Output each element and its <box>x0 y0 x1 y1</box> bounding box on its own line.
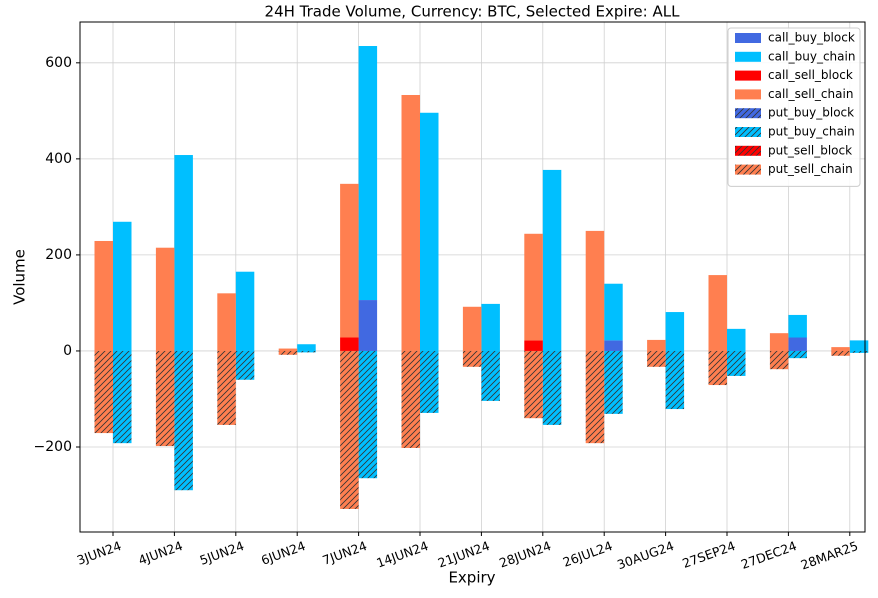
bar <box>155 247 175 351</box>
x-tick-label: 3JUN24 <box>75 538 123 568</box>
x-axis-label: Expiry <box>448 569 495 587</box>
bar <box>769 350 789 370</box>
bar <box>604 340 623 351</box>
bar <box>420 112 439 351</box>
x-tick-label: 14JUN24 <box>374 538 430 571</box>
bar <box>297 350 316 353</box>
x-tick-label: 30AUG24 <box>615 538 676 572</box>
bar <box>647 350 666 367</box>
plot-frame <box>79 21 866 533</box>
bar <box>340 337 359 351</box>
bar <box>94 240 113 351</box>
bar <box>708 275 727 351</box>
y-axis-label: Volume <box>11 249 29 305</box>
legend-label: call_buy_chain <box>768 49 855 63</box>
bar <box>401 350 420 448</box>
bar <box>174 350 193 491</box>
legend-label: call_sell_chain <box>768 87 853 101</box>
bar <box>155 350 175 447</box>
y-tick-label: 0 <box>63 343 72 359</box>
bar <box>297 344 316 351</box>
bar <box>278 350 298 355</box>
bar <box>401 94 420 351</box>
legend-swatch <box>735 51 761 62</box>
bar <box>481 350 500 401</box>
y-tick-label: 200 <box>45 247 72 263</box>
bar <box>113 350 132 444</box>
legend-swatch <box>735 127 761 137</box>
legend-swatch <box>735 145 761 156</box>
bar <box>420 350 439 413</box>
x-tick-label: 5JUN24 <box>198 538 246 568</box>
legend-swatch <box>735 70 761 81</box>
bar <box>788 337 807 351</box>
bar <box>665 312 685 351</box>
legend-swatch <box>735 33 761 43</box>
bar <box>481 303 500 351</box>
legend-label: put_buy_block <box>768 106 854 120</box>
bar <box>788 350 807 359</box>
bar <box>727 328 746 351</box>
bar <box>113 221 132 351</box>
x-tick-label: 21JUN24 <box>436 538 492 571</box>
bar <box>524 233 543 341</box>
bar <box>769 333 789 351</box>
bar <box>340 350 359 509</box>
x-tick-label: 26JUL24 <box>561 538 615 570</box>
bar <box>647 339 666 351</box>
bar <box>94 350 113 434</box>
bar <box>174 155 193 351</box>
y-tick-label: 400 <box>45 151 72 167</box>
y-tick-label: 600 <box>45 55 72 71</box>
bar <box>727 350 746 376</box>
bar <box>585 350 605 444</box>
bar <box>849 350 869 353</box>
bar <box>524 350 543 419</box>
legend-swatch <box>735 164 761 175</box>
legend-label: put_sell_chain <box>768 162 853 176</box>
bar <box>788 314 807 338</box>
bar <box>235 271 255 351</box>
legend-label: put_buy_chain <box>768 125 855 139</box>
x-tick-label: 4JUN24 <box>136 538 184 568</box>
legend-label: call_buy_block <box>768 31 855 45</box>
bar <box>604 350 623 414</box>
x-tick-label: 7JUN24 <box>320 538 368 568</box>
chart-title: 24H Trade Volume, Currency: BTC, Selecte… <box>265 3 681 21</box>
bar <box>542 350 562 425</box>
legend-label: put_sell_block <box>768 143 852 157</box>
x-tick-label: 27DEC24 <box>739 538 799 572</box>
bar <box>831 347 850 351</box>
bar <box>358 300 378 351</box>
bar <box>358 46 378 301</box>
x-tick-label: 6JUN24 <box>259 538 307 568</box>
bar <box>585 230 605 351</box>
bar <box>708 350 727 386</box>
bar <box>831 350 850 356</box>
bar <box>358 350 378 479</box>
bar <box>462 306 482 351</box>
bar <box>462 350 482 367</box>
bar <box>542 169 562 351</box>
x-tick-label: 28JUN24 <box>497 538 553 571</box>
bar <box>278 348 298 351</box>
legend-label: call_sell_block <box>768 68 853 82</box>
bar <box>524 340 543 351</box>
bar <box>665 350 685 410</box>
y-tick-label: −200 <box>34 439 72 455</box>
bar <box>235 350 255 380</box>
legend-swatch <box>735 89 761 100</box>
bar <box>340 183 359 338</box>
bar <box>217 350 236 425</box>
legend-swatch <box>735 108 761 119</box>
x-tick-label: 28MAR25 <box>799 538 860 573</box>
bar <box>604 283 623 341</box>
bar <box>849 340 869 351</box>
x-tick-label: 27SEP24 <box>680 538 737 571</box>
bar <box>217 293 236 351</box>
